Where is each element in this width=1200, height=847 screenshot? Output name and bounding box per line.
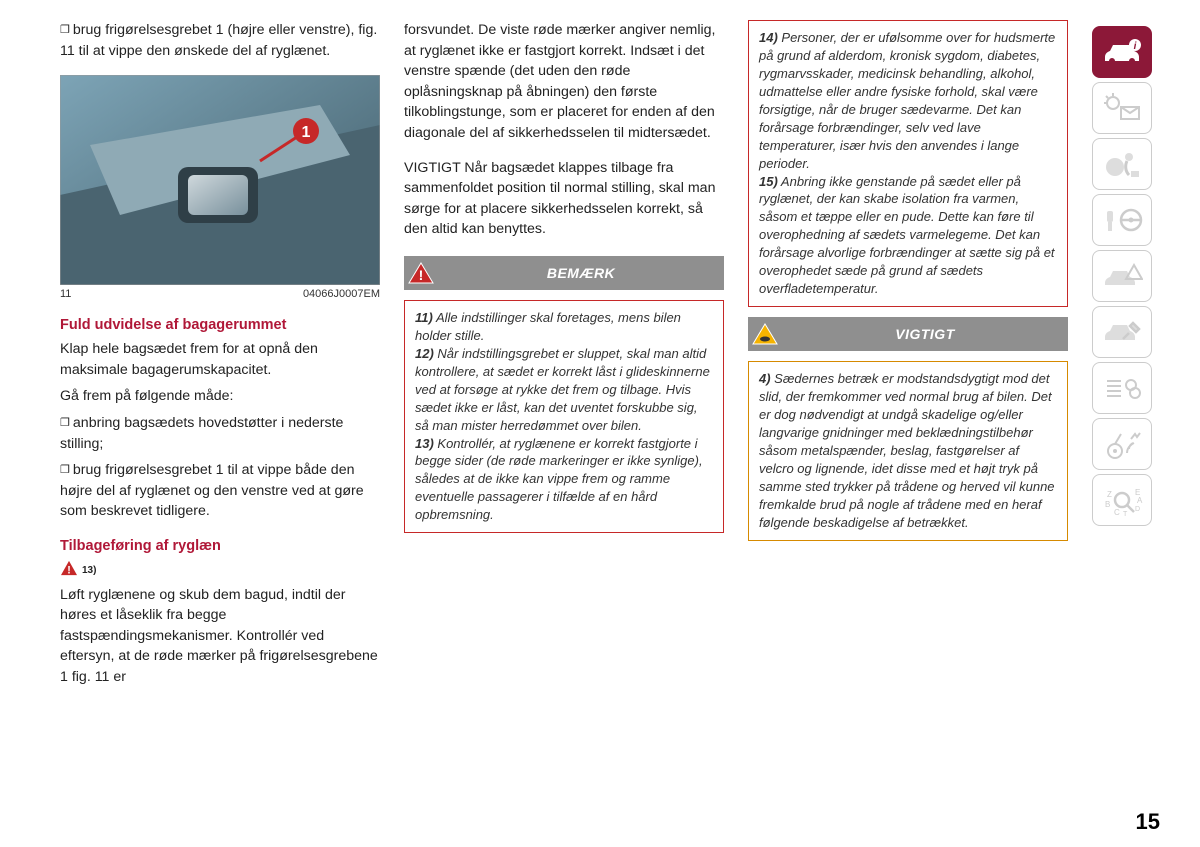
- c1-p3: Gå frem på følgende måde:: [60, 386, 380, 407]
- svg-text:!: !: [419, 267, 424, 283]
- svg-text:T: T: [1123, 511, 1128, 517]
- tab-lights[interactable]: [1092, 82, 1152, 134]
- note-4: Sædernes betræk er modstandsdygtigt mod …: [759, 371, 1055, 530]
- heading-restore: Tilbageføring af ryglæn: [60, 536, 380, 557]
- heading-luggage: Fuld udvidelse af bagagerummet: [60, 315, 380, 336]
- note-15: Anbring ikke genstande på sædet eller på…: [759, 174, 1055, 297]
- notice-box-amber: 4) Sædernes betræk er modstandsdygtigt m…: [748, 361, 1068, 540]
- c2-p1: forsvundet. De viste røde mærker angiver…: [404, 20, 724, 144]
- fig-number: 11: [60, 287, 71, 303]
- notice-bar-bemaerk: ! BEMÆRK: [404, 256, 724, 290]
- tab-airbag[interactable]: [1092, 138, 1152, 190]
- c2-p2: VIGTIGT Når bagsædet klappes tilbage fra…: [404, 158, 724, 240]
- tab-car-info[interactable]: i: [1092, 26, 1152, 78]
- note-12: Når indstillingsgrebet er sluppet, skal …: [415, 346, 710, 433]
- column-2: forsvundet. De viste røde mærker angiver…: [404, 20, 724, 827]
- note-13-num: 13): [415, 436, 434, 451]
- tab-service[interactable]: [1092, 306, 1152, 358]
- svg-text:!: !: [67, 564, 71, 576]
- svg-text:D: D: [1135, 506, 1140, 513]
- ref-marker: ! 13): [60, 560, 380, 581]
- notice-box-red: 11) Alle indstillinger skal foretages, m…: [404, 300, 724, 533]
- note-14-num: 14): [759, 30, 778, 45]
- note-14: Personer, der er ufølsomme over for huds…: [759, 30, 1055, 171]
- tab-controls[interactable]: [1092, 194, 1152, 246]
- note-11-num: 11): [415, 310, 433, 325]
- note-15-num: 15): [759, 174, 778, 189]
- c1-bullet-3: brug frigørelsesgrebet 1 til at vippe bå…: [60, 460, 380, 522]
- c1-p2: Klap hele bagsædet frem for at opnå den …: [60, 339, 380, 380]
- chapter-tabs: i ZBCTEAD: [1092, 20, 1162, 827]
- note-13: Kontrollér, at ryglænene er korrekt fast…: [415, 436, 703, 523]
- tab-specs[interactable]: [1092, 362, 1152, 414]
- svg-text:Z: Z: [1107, 490, 1112, 499]
- page-number: 15: [1136, 809, 1160, 835]
- caution-triangle-icon: [748, 317, 782, 351]
- notice-label-2: VIGTIGT: [782, 324, 1068, 344]
- svg-text:i: i: [1134, 41, 1137, 52]
- fig-code: 04066J0007EM: [303, 287, 380, 303]
- c1-bullet-2: anbring bagsædets hovedstøtter i nederst…: [60, 413, 380, 454]
- column-3: 14) Personer, der er ufølsomme over for …: [748, 20, 1068, 827]
- notice-label: BEMÆRK: [438, 263, 724, 283]
- svg-text:A: A: [1137, 496, 1143, 505]
- note-12-num: 12): [415, 346, 434, 361]
- manual-page: brug frigørelsesgrebet 1 (højre eller ve…: [0, 0, 1200, 847]
- notice-box-red-2: 14) Personer, der er ufølsomme over for …: [748, 20, 1068, 307]
- svg-text:1: 1: [302, 124, 311, 141]
- svg-text:C: C: [1114, 508, 1120, 517]
- svg-text:B: B: [1105, 500, 1110, 509]
- warning-triangle-icon: !: [404, 256, 438, 290]
- c1-p6: Løft ryglænene og skub dem bagud, indtil…: [60, 585, 380, 688]
- column-1: brug frigørelsesgrebet 1 (højre eller ve…: [60, 20, 380, 827]
- figure-caption: 11 04066J0007EM: [60, 287, 380, 303]
- tab-emergency[interactable]: [1092, 250, 1152, 302]
- c1-bullet-1: brug frigørelsesgrebet 1 (højre eller ve…: [60, 20, 380, 61]
- tab-index[interactable]: ZBCTEAD: [1092, 474, 1152, 526]
- notice-bar-vigtigt: VIGTIGT: [748, 317, 1068, 351]
- figure-11: 1 11 04066J0007EM: [60, 75, 380, 303]
- warning-triangle-icon: !: [60, 560, 78, 576]
- note-4-num: 4): [759, 371, 771, 386]
- tab-multimedia[interactable]: [1092, 418, 1152, 470]
- figure-11-image: 1: [60, 75, 380, 285]
- note-11: Alle indstillinger skal foretages, mens …: [415, 310, 681, 343]
